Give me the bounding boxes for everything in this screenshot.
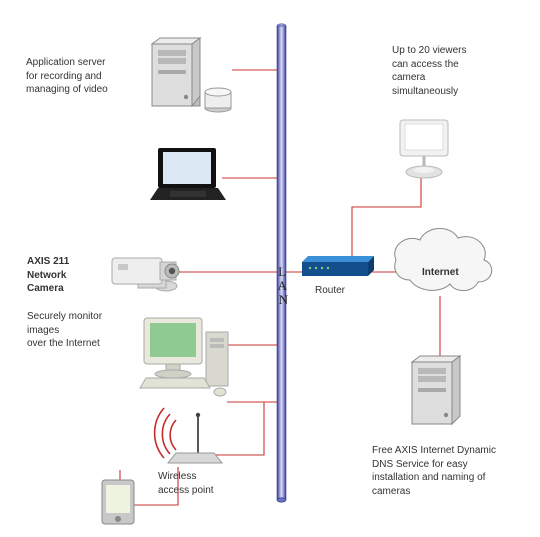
pda-icon xyxy=(102,480,134,524)
dns-label: Free AXIS Internet DynamicDNS Service fo… xyxy=(372,444,532,498)
connection-line xyxy=(215,402,277,455)
internet-cloud-icon xyxy=(395,228,492,290)
internet-label: Internet xyxy=(422,266,459,280)
laptop-icon xyxy=(150,148,226,200)
dns-server-icon xyxy=(412,356,460,424)
wireless-ap-icon xyxy=(155,408,222,463)
router-label: Router xyxy=(315,284,345,298)
viewer-computer-icon xyxy=(400,120,448,178)
app-server-label: Application serverfor recording andmanag… xyxy=(26,56,144,97)
app-server-icon xyxy=(152,38,231,112)
desktop-icon xyxy=(140,318,228,396)
viewers-label: Up to 20 viewerscan access thecamerasimu… xyxy=(392,44,512,98)
monitor-label: Securely monitorimagesover the Internet xyxy=(27,310,139,351)
lan-bar xyxy=(277,24,286,502)
router-icon xyxy=(302,256,374,276)
network-camera-icon xyxy=(112,258,179,291)
wireless-label: Wirelessaccess point xyxy=(158,470,238,497)
camera-title-label: AXIS 211NetworkCamera xyxy=(27,255,109,296)
lan-label: L A N xyxy=(278,264,290,307)
